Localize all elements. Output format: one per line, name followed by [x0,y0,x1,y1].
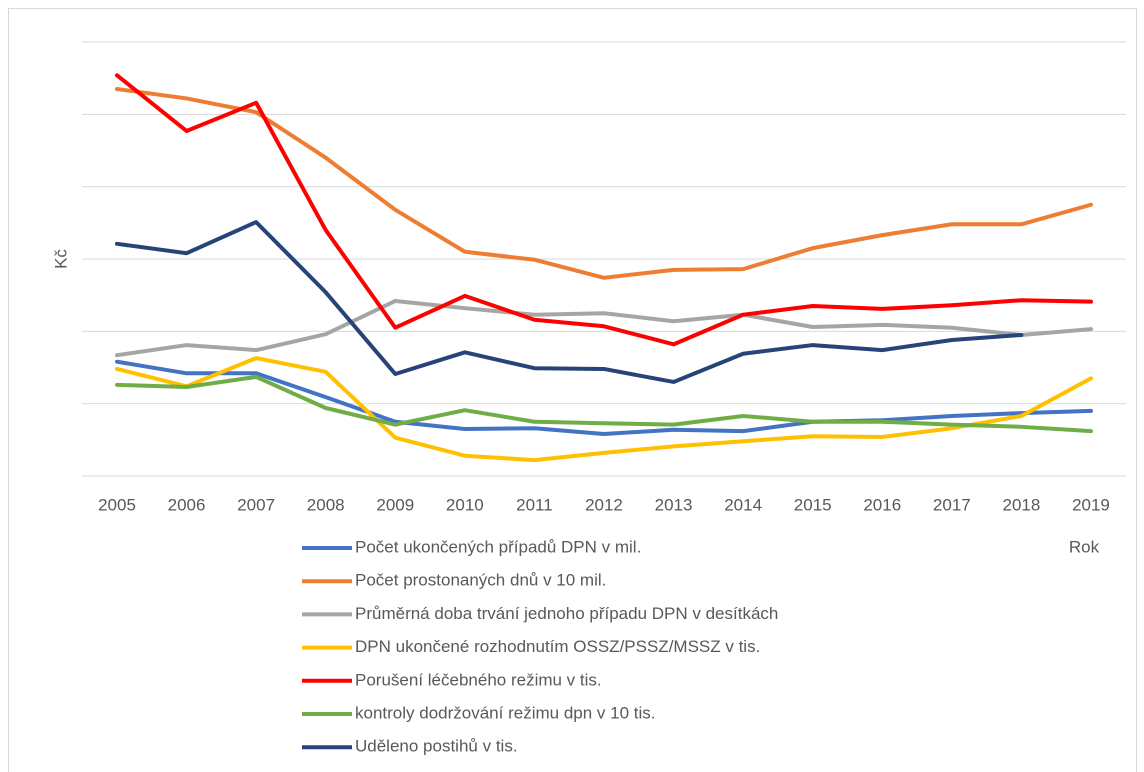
series-line [115,73,1093,347]
series-line [115,374,1093,434]
legend-label: Počet ukončených případů DPN v mil. [355,537,641,556]
x-tick-label: 2011 [516,495,553,514]
x-tick-label: 2019 [1072,495,1110,514]
x-tick-label: 2014 [724,495,762,514]
x-tick-label: 2006 [168,495,206,514]
x-tick-label: 2017 [933,495,971,514]
series-line [115,359,1093,437]
x-tick-label: 2018 [1002,495,1040,514]
legend-label: DPN ukončené rozhodnutím OSSZ/PSSZ/MSSZ … [355,637,760,656]
x-tick-label: 2010 [446,495,484,514]
legend-label: Porušení léčebného režimu v tis. [355,670,602,689]
x-tick-label: 2007 [237,495,275,514]
legend-label: Uděleno postihů v tis. [355,737,518,756]
legend-label: Počet prostonaných dnů v 10 mil. [355,571,606,590]
legend-label: kontroly dodržování režimu dpn v 10 tis. [355,703,655,722]
x-tick-label: 2012 [585,495,623,514]
series-line [115,220,1024,384]
x-tick-label: 2005 [98,495,136,514]
x-tick-label: 2013 [655,495,693,514]
x-tick-label: 2009 [376,495,414,514]
series-line [115,356,1093,463]
x-axis-label: Rok [1069,537,1100,556]
legend-label: Průměrná doba trvání jednoho případu DPN… [355,604,778,623]
series-line [115,87,1093,280]
series-line [115,298,1093,358]
x-tick-label: 2016 [863,495,901,514]
chart-border [8,8,1137,772]
y-axis-label: Kč [51,249,70,269]
x-tick-label: 2008 [307,495,345,514]
x-tick-label: 2015 [794,495,832,514]
